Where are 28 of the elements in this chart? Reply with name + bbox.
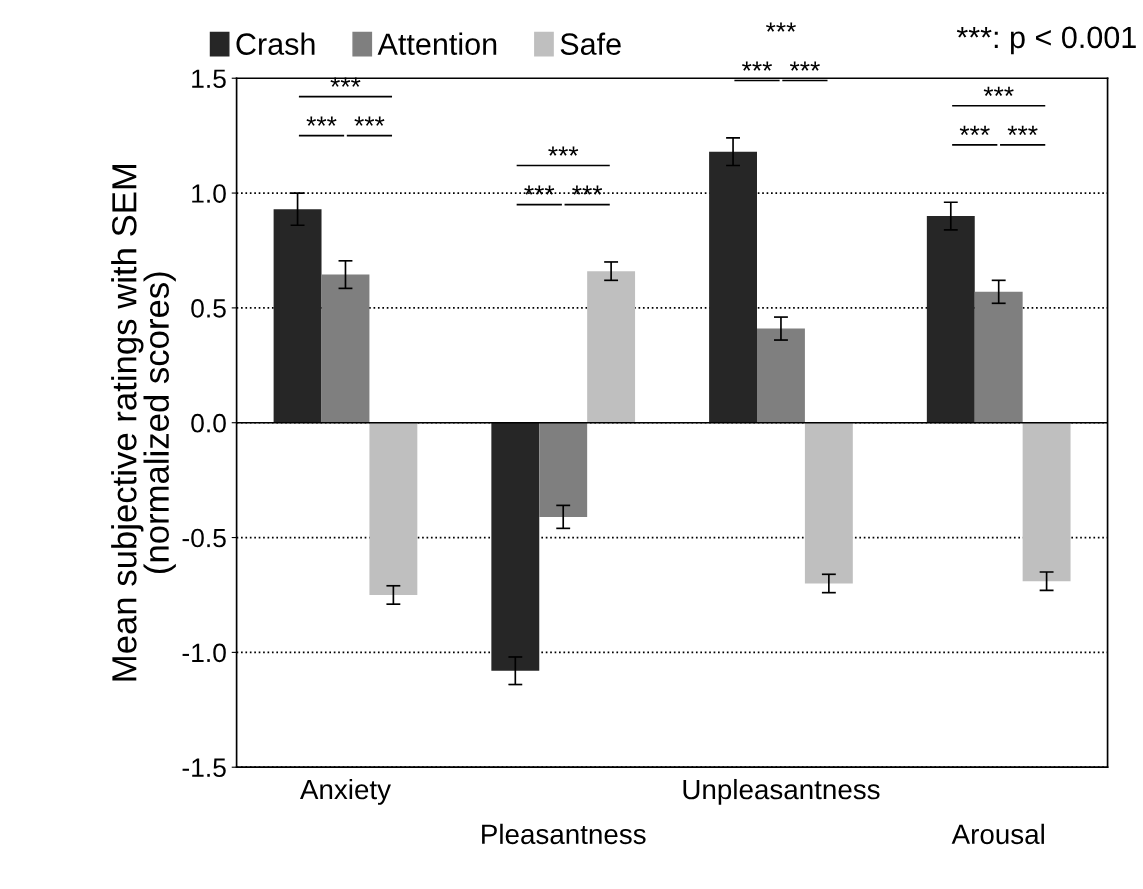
annotation: *** [548,146,579,156]
y-tick-label: -1.0 [182,643,226,663]
y-tick-label: 0.5 [191,299,226,318]
x-tick-label: Unpleasantness [683,778,880,805]
annotation: *** [983,86,1014,97]
x-tick-label: Arousal [951,823,1044,845]
legend-label: Safe [560,32,621,55]
y-tick-label: -0.5 [182,528,226,548]
annotation: *** [330,77,361,87]
text: *** [765,22,796,32]
legend-label: Attention [377,32,497,55]
text: *** [789,61,820,71]
annotation: *** [1007,125,1038,136]
annotation: *** [959,125,990,136]
y-tick-label: 0.0 [191,413,226,433]
x-tick-label: Anxiety [299,778,391,805]
y-axis-title: Mean subjective ratings with SEM (normalized scores) [111,165,176,681]
annotation: *** [572,185,603,195]
text: *** [742,61,772,71]
y-tick-label: 1.0 [192,184,226,203]
y-tick-label: 1.5 [192,69,226,89]
y-tick-label: -1.5 [182,758,226,778]
legend-label: Crash [236,32,315,55]
text: ***: p < 0.001 [956,26,1136,55]
annotation: *** [524,185,555,195]
x-tick-label: Pleasantness [482,823,646,845]
annotation: *** [306,116,337,126]
annotation: *** [354,116,385,126]
